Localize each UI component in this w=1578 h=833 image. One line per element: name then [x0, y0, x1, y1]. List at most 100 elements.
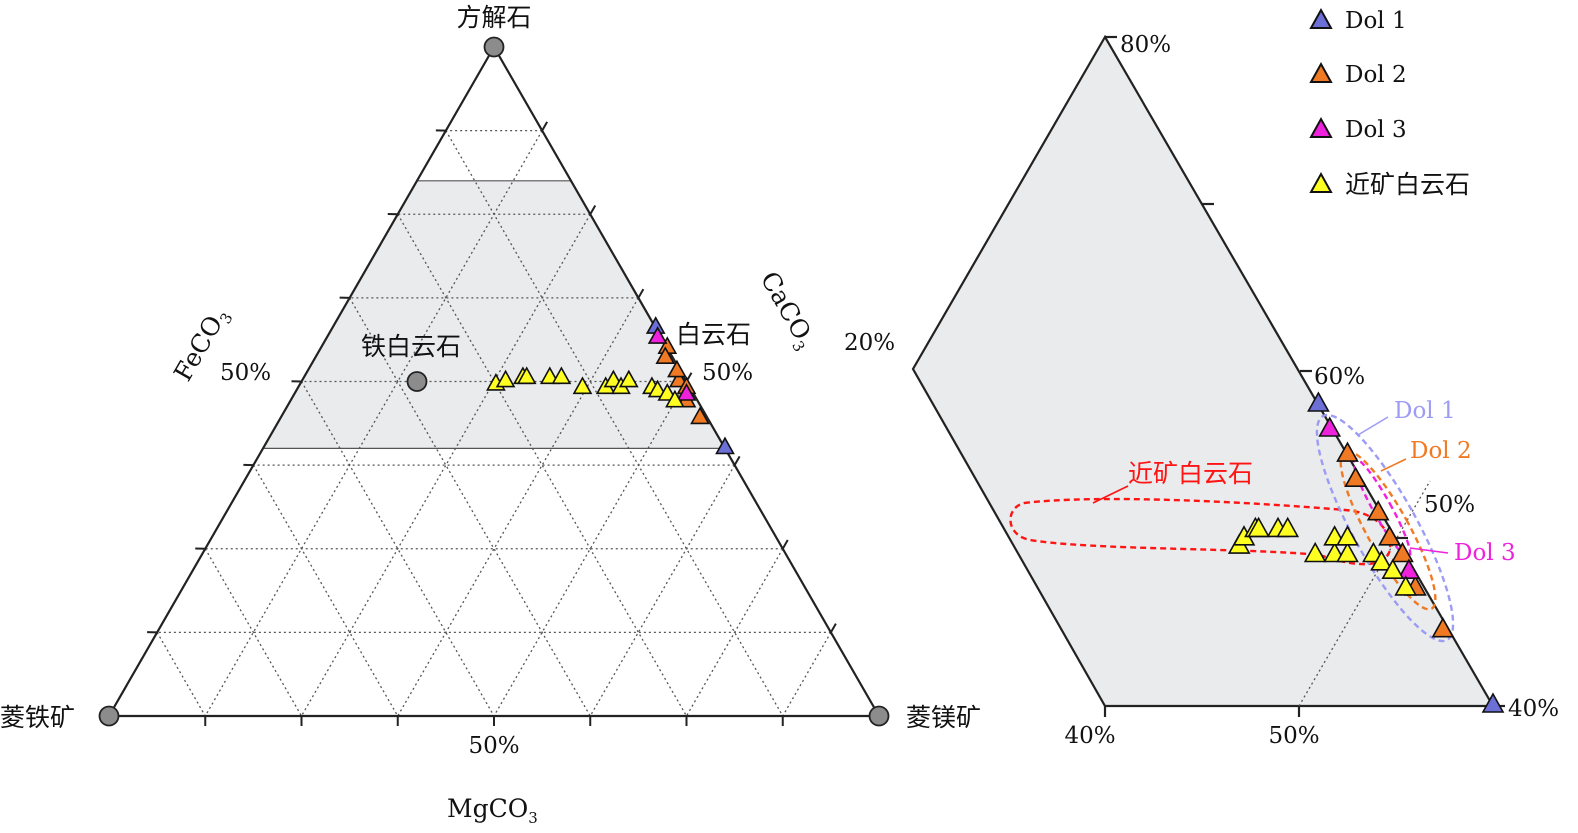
data-point: [676, 383, 697, 401]
grid-line: [685, 548, 784, 717]
end-member-marker: [406, 371, 428, 392]
grid-line: [397, 213, 688, 717]
data-point: [551, 366, 572, 385]
legend-label-near-ore: 近矿白云石: [1345, 170, 1470, 199]
callout-leaders: [1092, 416, 1449, 554]
zoom-tick-60: 60%: [1314, 364, 1365, 390]
enclosure-near-ore: [1009, 497, 1392, 566]
grid-line: [252, 464, 399, 717]
data-point: [667, 359, 687, 378]
tick-label-right-50: 50%: [702, 360, 753, 386]
grid-line: [782, 632, 832, 717]
tick-label-left-50: 50%: [220, 360, 271, 386]
zoom-data-point: [1336, 541, 1359, 563]
callout-dol3: Dol 3: [1454, 540, 1516, 566]
data-point: [647, 326, 668, 344]
data-point: [618, 369, 639, 388]
zoom-tick-50-bottom: 50%: [1268, 723, 1319, 749]
data-point: [715, 436, 735, 455]
tick-right: [733, 455, 741, 466]
zoom-inner-gridline: [1298, 480, 1431, 707]
data-point: [539, 366, 560, 385]
vertex-label-left: 菱铁矿: [0, 703, 75, 732]
main-data-points: [486, 316, 735, 455]
grid-line: [397, 297, 639, 717]
legend-label-dol1: Dol 1: [1345, 8, 1407, 34]
ternary-grid: [156, 129, 832, 717]
end-member-markers: [98, 36, 890, 727]
tick-right: [589, 205, 597, 215]
ternary-ticks: [147, 121, 837, 726]
zoom-data-point: [1366, 500, 1390, 521]
zoom-tick-20: 20%: [844, 330, 895, 356]
dolomite-label: 白云石: [676, 320, 751, 349]
zoom-data-point: [1431, 617, 1455, 638]
data-point: [655, 346, 676, 365]
data-point: [572, 376, 593, 395]
legend-label-dol3: Dol 3: [1345, 117, 1407, 143]
zoomed-ternary-diagram: 80% 20% 60% 40% 40% 50% 50% 近矿白云石 Dol 1 …: [844, 32, 1559, 749]
legend-item-dol1: Dol 1: [1309, 7, 1407, 34]
tick-right: [781, 539, 789, 550]
callout-dol1: Dol 1: [1394, 398, 1456, 424]
ankerite-label: 铁白云石: [361, 332, 461, 361]
end-member-marker: [98, 705, 120, 727]
zoom-data-point: [1336, 441, 1359, 462]
legend-marker-dol2: [1309, 61, 1333, 83]
zoom-data-point: [1397, 558, 1421, 580]
legend-item-near-ore: 近矿白云石: [1309, 170, 1470, 199]
leader-near-ore: [1092, 485, 1129, 504]
tick-right: [637, 288, 645, 299]
leader-dol1: [1357, 416, 1389, 436]
vertex-label-top: 方解石: [456, 3, 531, 32]
data-point: [665, 389, 685, 408]
grid-line: [156, 632, 206, 717]
grid-line: [349, 297, 591, 717]
grid-line: [589, 464, 736, 717]
legend-marker-dol3: [1309, 116, 1333, 138]
vertex-label-right: 菱镁矿: [906, 703, 981, 732]
axis-label-mgco3: MgCO3: [447, 794, 538, 827]
zoom-data-point: [1481, 692, 1505, 713]
leader-dol2: [1380, 458, 1407, 472]
callout-dol2: Dol 2: [1410, 438, 1472, 464]
grid-line: [493, 381, 688, 717]
end-member-marker: [483, 36, 505, 58]
data-point: [495, 369, 516, 388]
zoom-data-point: [1247, 516, 1270, 538]
data-point: [516, 366, 537, 385]
zoom-data-point: [1370, 550, 1393, 571]
zoom-tick-40-right: 40%: [1508, 696, 1559, 722]
legend-marker-near-ore: [1309, 171, 1333, 193]
zoom-data-point: [1276, 516, 1300, 538]
legend-item-dol2: Dol 2: [1309, 61, 1407, 88]
zoom-data-point: [1378, 525, 1401, 546]
legend-marker-dol1: [1309, 7, 1333, 29]
end-member-marker: [868, 705, 890, 727]
zoom-data-point: [1318, 416, 1342, 437]
zoom-tick-50-inner: 50%: [1424, 492, 1475, 518]
zoom-data-point: [1344, 466, 1367, 488]
enclosure-dol2: [1339, 449, 1437, 611]
grid-line: [300, 381, 495, 717]
data-point: [690, 406, 710, 425]
zoom-data-point: [1394, 575, 1418, 596]
zoom-tick-80: 80%: [1120, 32, 1171, 58]
zoom-data-point: [1381, 558, 1405, 580]
grid-line: [204, 548, 303, 717]
zoom-data-point: [1336, 525, 1359, 546]
tick-label-bottom-50: 50%: [468, 733, 519, 759]
legend-label-dol2: Dol 2: [1345, 62, 1407, 88]
tick-right: [541, 121, 548, 132]
tick-right: [830, 623, 837, 633]
zoom-data-point: [1391, 541, 1414, 563]
axis-label-caco3: CaCO3: [751, 267, 821, 356]
zoom-region: [261, 180, 727, 449]
data-point: [647, 379, 668, 398]
zoom-data-point: [1307, 391, 1330, 412]
zoom-data-points: [1227, 391, 1505, 713]
main-ternary-diagram: 方解石 菱铁矿 菱镁矿 铁白云石 白云石 50% 50% 50% FeCO3 C…: [0, 3, 981, 827]
callout-near-ore: 近矿白云石: [1128, 459, 1253, 488]
zoom-tick-40-bottom: 40%: [1064, 723, 1115, 749]
